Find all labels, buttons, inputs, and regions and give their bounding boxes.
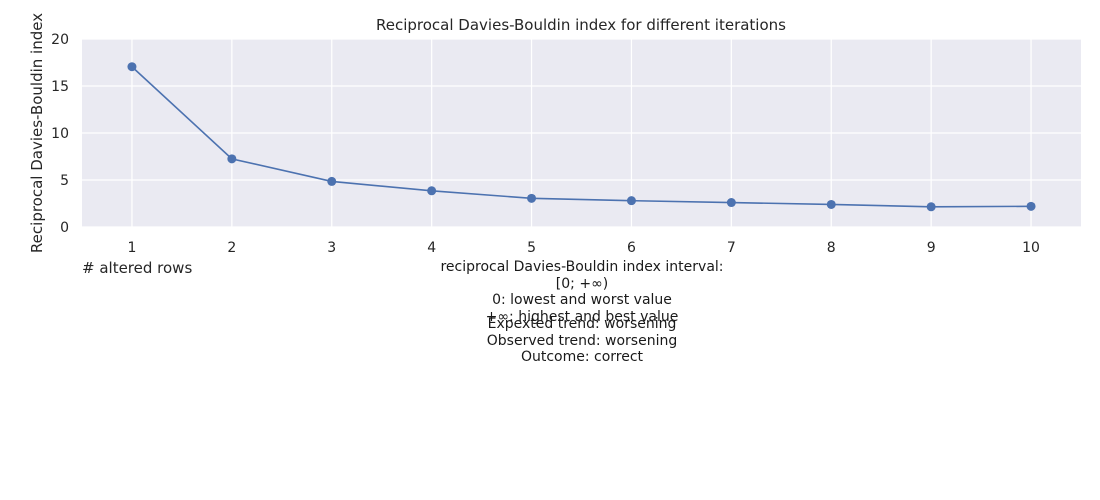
interval-note-line: 0: lowest and worst value (492, 292, 672, 308)
y-tick-label: 15 (51, 79, 69, 95)
y-tick-label: 20 (51, 32, 69, 48)
data-point (427, 186, 437, 196)
trend-note-line: Observed trend: worsening (486, 332, 678, 349)
chart-title: Reciprocal Davies-Bouldin index for diff… (376, 16, 786, 34)
x-tick-label: 1 (127, 240, 136, 256)
x-tick-label: 7 (727, 240, 736, 256)
x-tick-label: 3 (327, 240, 336, 256)
data-point (227, 154, 237, 164)
y-tick-label: 10 (51, 126, 69, 142)
x-axis-label: # altered rows (82, 259, 192, 277)
trend-note: Expexted trend: worsening Observed trend… (432, 316, 732, 366)
x-tick-label: 2 (227, 240, 236, 256)
interval-note: reciprocal Davies-Bouldin index interval… (432, 259, 732, 325)
data-point (626, 196, 636, 206)
data-point (926, 202, 936, 212)
x-tick-label: 6 (627, 240, 636, 256)
tick-labels: 1 2 3 4 5 6 7 8 9 10 0 5 10 15 20 (51, 32, 1040, 256)
x-tick-label: 9 (927, 240, 936, 256)
y-axis-label: Reciprocal Davies-Bouldin index (28, 13, 46, 253)
trend-note-line: Outcome: correct (520, 349, 644, 365)
series-line (127, 62, 1036, 212)
x-tick-label: 5 (527, 240, 536, 256)
y-tick-label: 5 (60, 173, 69, 189)
data-point (726, 198, 736, 208)
interval-note-line: reciprocal Davies-Bouldin index interval… (440, 259, 724, 292)
data-point (127, 62, 137, 72)
data-point (1026, 201, 1036, 211)
y-tick-label: 0 (60, 220, 69, 236)
x-tick-label: 4 (427, 240, 436, 256)
x-tick-label: 8 (827, 240, 836, 256)
x-tick-label: 10 (1022, 240, 1040, 256)
series-path (131, 66, 1032, 208)
data-point (826, 199, 836, 209)
grid-lines (82, 38, 1081, 228)
trend-note-line: Expexted trend: worsening (487, 316, 677, 332)
data-point (327, 176, 337, 186)
data-point (527, 193, 537, 203)
interval-note-line: +∞: highest and best value (485, 308, 679, 325)
